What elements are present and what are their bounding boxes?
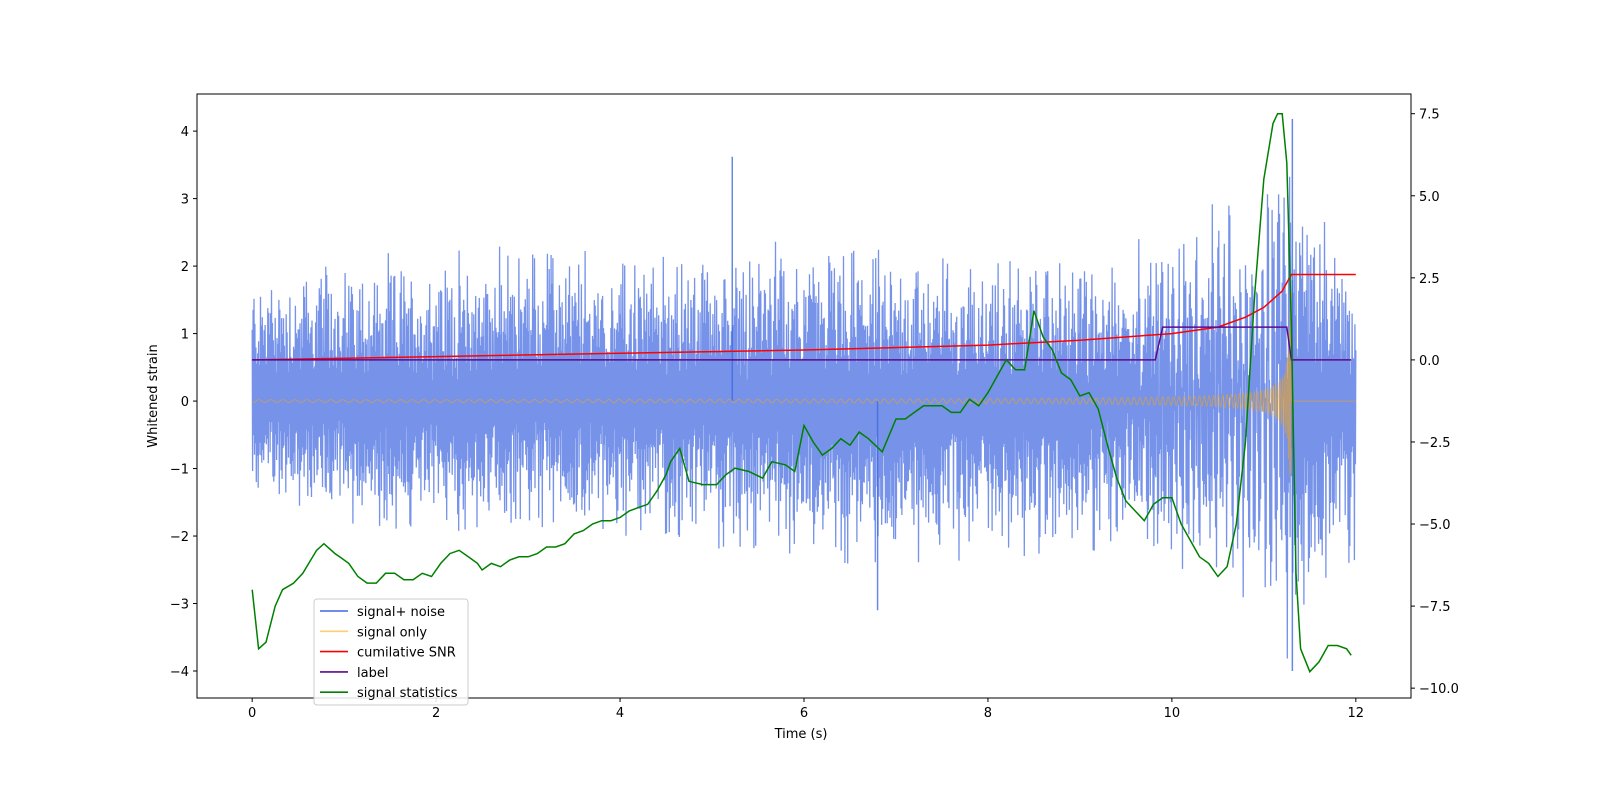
x-tick-label: 4 [616,706,624,721]
y2-tick-label: −10.0 [1419,682,1459,697]
legend: signal+ noise signal only cumilative SNR la… [313,598,469,706]
x-axis-label: Time (s) [774,727,828,742]
y-tick-label: 0 [181,395,189,410]
x-tick-label: 2 [432,706,440,721]
y2-tick-label: 0.0 [1419,354,1440,369]
y2-tick-label: 2.5 [1419,272,1440,287]
y-tick-label: −2 [170,530,189,545]
series-signal-noise-line [251,176,1357,659]
legend-label-signal-noise: signal+ noise [357,605,445,620]
series-signal-statistics-line [251,112,1352,674]
series-label-line [252,326,1352,361]
y-axis-label: Whitened strain [146,344,161,447]
y-tick-label: −4 [170,665,189,680]
legend-label-signal-statistics: signal statistics [357,686,458,701]
x-tick-label: 6 [800,706,808,721]
y2-tick-label: −2.5 [1419,436,1451,451]
y-tick-label: 1 [181,328,189,343]
x-tick-label: 0 [248,706,256,721]
y-tick-label: 2 [181,260,189,275]
y-tick-label: −3 [170,598,189,613]
y2-tick-label: −7.5 [1419,600,1451,615]
y-tick-label: 3 [181,193,189,208]
series-cumulative-snr-line [252,273,1356,361]
x-tick-label: 8 [984,706,992,721]
y-tick-label: −1 [170,463,189,478]
x-tick-label: 12 [1348,706,1365,721]
series-layer [251,112,1357,674]
legend-box [313,598,469,706]
y-tick-label: 4 [181,125,189,140]
y2-tick-label: −5.0 [1419,518,1451,533]
y2-tick-label: 7.5 [1419,108,1440,123]
series-signal-only-line [252,291,1356,477]
legend-label-label: label [357,666,388,681]
x-tick-label: 10 [1164,706,1181,721]
legend-label-signal-only: signal only [357,625,427,640]
legend-label-cumilative-snr: cumilative SNR [357,646,456,661]
y2-tick-label: 5.0 [1419,190,1440,205]
axes-layer: 0 2 4 6 8 10 12−4−3−2−101234−10.0−7.5−5.0−2.50… [170,108,1459,721]
